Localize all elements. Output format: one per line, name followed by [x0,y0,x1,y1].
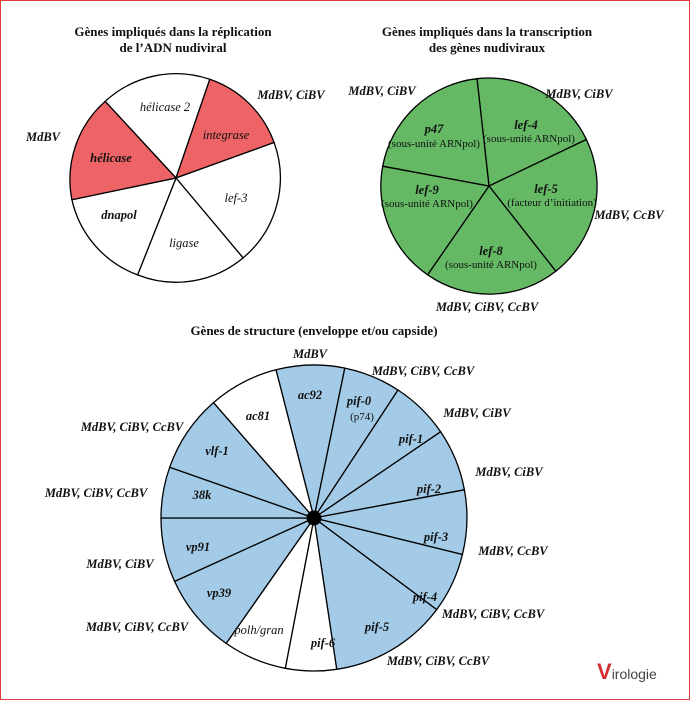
transcription-gene-label: lef-8 [479,244,503,258]
replication-gene-label: hélicase 2 [140,100,190,114]
replication-gene-label: integrase [203,128,250,142]
structure-center-dot [306,510,322,526]
structure-virus-label: MdBV, CiBV, CcBV [371,364,476,378]
replication-gene-label: lef-3 [225,191,248,205]
transcription-diagram: Gènes impliqués dans la transcription de… [347,24,665,314]
replication-segment-dnapol [71,177,178,276]
structure-gene-label: polh/gran [233,623,283,637]
transcription-gene-label: p47 [424,122,445,136]
transcription-gene-label: lef-9 [415,183,439,197]
structure-gene-label: pif-0 [346,394,372,408]
transcription-gene-label: lef-5 [534,182,558,196]
structure-virus-label: MdBV, CiBV, CcBV [80,420,185,434]
transcription-segment-lef-8 [426,184,557,295]
structure-gene-label: pif-2 [416,482,441,496]
structure-gene-label: vp39 [207,586,232,600]
transcription-gene-desc: (sous-unité ARNpol) [381,198,473,210]
transcription-virus-label: MdBV, CiBV [347,84,417,98]
replication-title-line1: Gènes impliqués dans la réplication [74,24,272,39]
structure-segment-ac81 [212,369,315,519]
transcription-gene-desc: (facteur d’initiation) [507,197,597,209]
structure-gene-label: pif-5 [364,620,389,634]
structure-gene-label: ac81 [246,409,270,423]
transcription-segment-lef-5 [487,138,598,273]
transcription-title-line1: Gènes impliqués dans la transcription [382,24,593,39]
transcription-virus-label: MdBV, CcBV [593,208,665,222]
structure-virus-label: MdBV, CiBV, CcBV [441,607,546,621]
virologie-logo: Virologie [597,659,657,684]
replication-gene-label: hélicase [90,151,132,165]
structure-gene-label: vp91 [186,540,210,554]
transcription-virus-label: MdBV, CiBV [544,87,614,101]
replication-segment-helicase [69,100,178,201]
transcription-gene-label: lef-4 [514,118,538,132]
structure-gene-label: pif-1 [398,432,423,446]
structure-virus-label: MdBV, CcBV [477,544,549,558]
structure-virus-label: MdBV, CiBV, CcBV [386,654,491,668]
transcription-segment-lef-4 [476,77,588,187]
structure-virus-label: MdBV, CiBV [85,557,155,571]
replication-diagram: Gènes impliqués dans la réplication de l… [25,24,326,283]
structure-gene-label: pif-6 [310,636,336,650]
structure-virus-label: MdBV, CiBV [442,406,512,420]
structure-title: Gènes de structure (enveloppe et/ou caps… [190,323,437,338]
structure-gene-note: (p74) [350,411,374,423]
structure-gene-label: ac92 [298,388,322,402]
structure-segment-pif-5 [313,516,438,671]
transcription-title-line2: des gènes nudiviraux [429,40,546,55]
structure-virus-label: MdBV, CiBV [474,465,544,479]
replication-segment-lef-3 [174,141,281,259]
transcription-gene-desc: (sous-unité ARNpol) [388,138,480,150]
structure-diagram: Gènes de structure (enveloppe et/ou caps… [44,323,549,672]
replication-gene-label: dnapol [101,208,137,222]
replication-segment-helicase-2 [104,73,211,180]
replication-title-line2: de l’ADN nudiviral [120,40,227,55]
structure-gene-label: pif-3 [423,530,448,544]
transcription-gene-desc: (sous-unité ARNpol) [445,259,537,271]
replication-gene-label: ligase [169,236,199,250]
transcription-virus-label: MdBV, CiBV, CcBV [435,300,540,314]
transcription-segment-p47 [381,77,490,187]
structure-virus-label: MdBV [292,347,329,361]
replication-segment-integrase [174,78,275,180]
replication-virus-label: MdBV [25,130,62,144]
structure-virus-label: MdBV, CiBV, CcBV [44,486,149,500]
transcription-segment-lef-9 [380,165,491,276]
replication-segment-ligase [136,176,245,283]
structure-gene-label: vlf-1 [205,444,229,458]
replication-virus-label: MdBV, CiBV [256,88,326,102]
logo-rest: irologie [612,666,657,682]
transcription-gene-desc: (sous-unité ARNpol) [483,133,575,145]
logo-text: Virologie [597,659,657,684]
structure-gene-label: 38k [192,488,213,502]
logo-initial: V [597,659,612,684]
structure-gene-label: pif-4 [412,590,437,604]
structure-virus-label: MdBV, CiBV, CcBV [85,620,190,634]
